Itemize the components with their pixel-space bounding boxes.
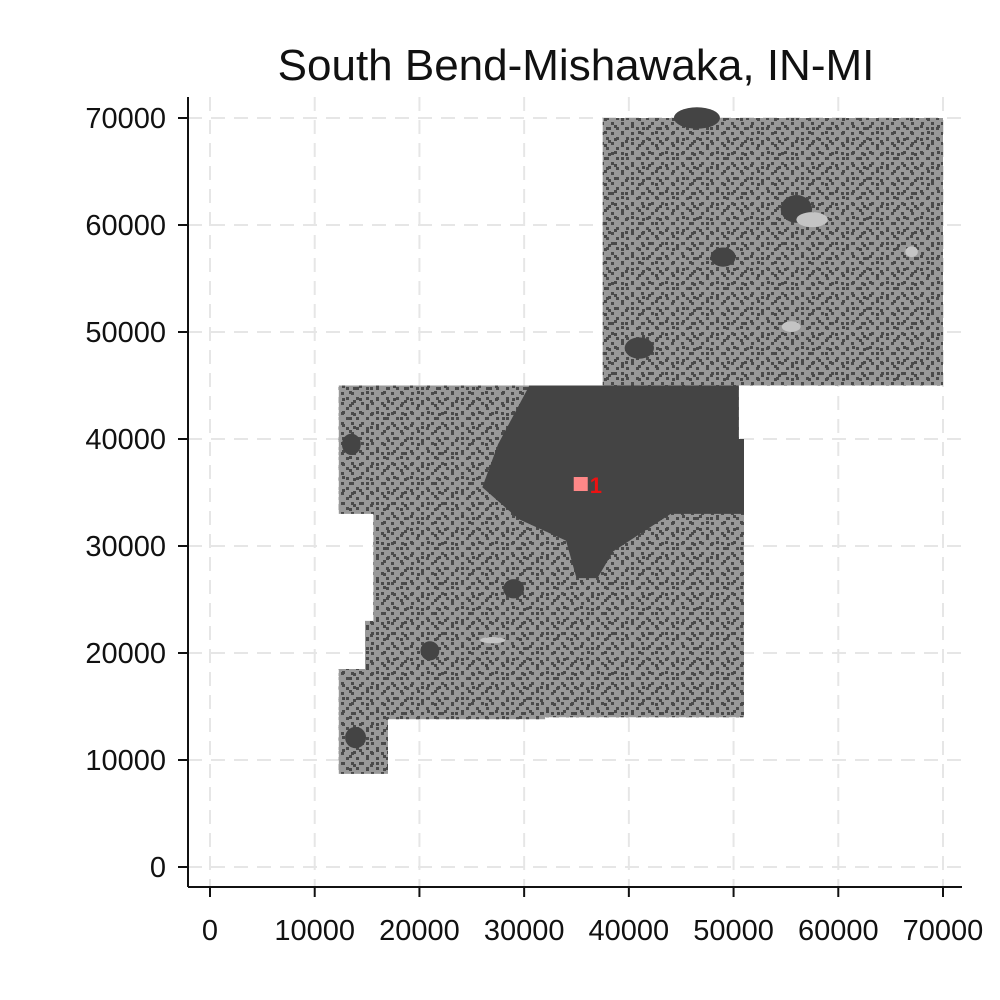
x-tick-label: 40000 (589, 915, 670, 947)
x-tick-label: 10000 (274, 915, 355, 947)
light-land-patch (905, 246, 918, 258)
urban-patch (624, 337, 654, 359)
y-tick-label: 60000 (85, 210, 166, 242)
urban-patch (341, 433, 361, 456)
location-marker: 1 (573, 473, 602, 498)
y-tick-label: 0 (150, 852, 166, 884)
map-land-cover (338, 107, 943, 774)
urban-patch (710, 247, 736, 267)
y-tick-label: 40000 (85, 424, 166, 456)
map-title: South Bend-Mishawaka, IN-MI (278, 41, 875, 90)
marker-point (573, 477, 588, 492)
axes: 0 10000 20000 30000 40000 50000 60000 70000 0 10… (85, 97, 983, 947)
x-tick-label: 60000 (798, 915, 879, 947)
urban-core-area (482, 385, 744, 579)
urban-patch (345, 726, 367, 749)
y-tick-label: 20000 (85, 638, 166, 670)
marker-label: 1 (590, 473, 602, 498)
x-tick-label: 70000 (903, 915, 984, 947)
y-tick-label: 50000 (85, 317, 166, 349)
light-land-patch (480, 636, 506, 644)
urban-patch (503, 579, 525, 599)
x-tick-label: 30000 (484, 915, 565, 947)
x-tick-label: 50000 (693, 915, 774, 947)
light-land-patch (781, 321, 801, 332)
y-tick-label: 10000 (85, 745, 166, 777)
x-tick-label: 0 (202, 915, 218, 947)
light-land-patch (796, 212, 828, 228)
y-tick-label: 70000 (85, 103, 166, 135)
urban-patch (420, 641, 440, 661)
x-tick-label: 20000 (379, 915, 460, 947)
urban-patch (673, 107, 720, 129)
y-tick-label: 30000 (85, 531, 166, 563)
